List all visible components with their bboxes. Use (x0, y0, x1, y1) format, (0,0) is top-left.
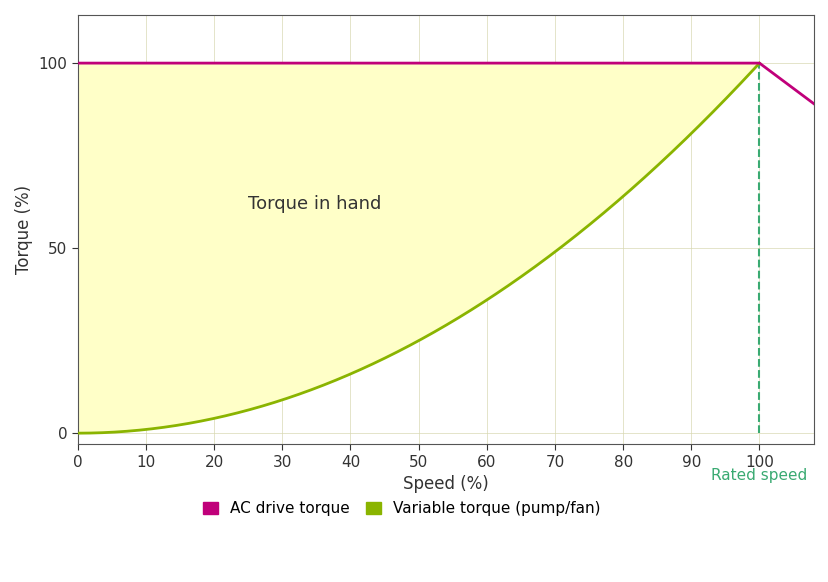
Variable torque (pump/fan) (753, 59, 763, 66)
AC drive torque (73, 59, 83, 66)
AC drive torque (753, 59, 763, 66)
Line: Variable torque (pump/fan): Variable torque (pump/fan) (78, 63, 758, 433)
Text: Rated speed: Rated speed (710, 469, 806, 483)
AC drive torque (808, 100, 818, 107)
X-axis label: Speed (%): Speed (%) (402, 475, 489, 493)
Variable torque (pump/fan) (737, 77, 747, 84)
Y-axis label: Torque (%): Torque (%) (15, 185, 33, 274)
Variable torque (pump/fan) (400, 344, 410, 351)
Variable torque (pump/fan) (478, 299, 488, 306)
Variable torque (pump/fan) (396, 346, 406, 353)
Variable torque (pump/fan) (441, 321, 451, 328)
Legend: AC drive torque, Variable torque (pump/fan): AC drive torque, Variable torque (pump/f… (196, 495, 606, 523)
Variable torque (pump/fan) (631, 181, 641, 188)
Variable torque (pump/fan) (73, 430, 83, 436)
Line: AC drive torque: AC drive torque (78, 63, 813, 104)
Text: Torque in hand: Torque in hand (248, 195, 381, 213)
